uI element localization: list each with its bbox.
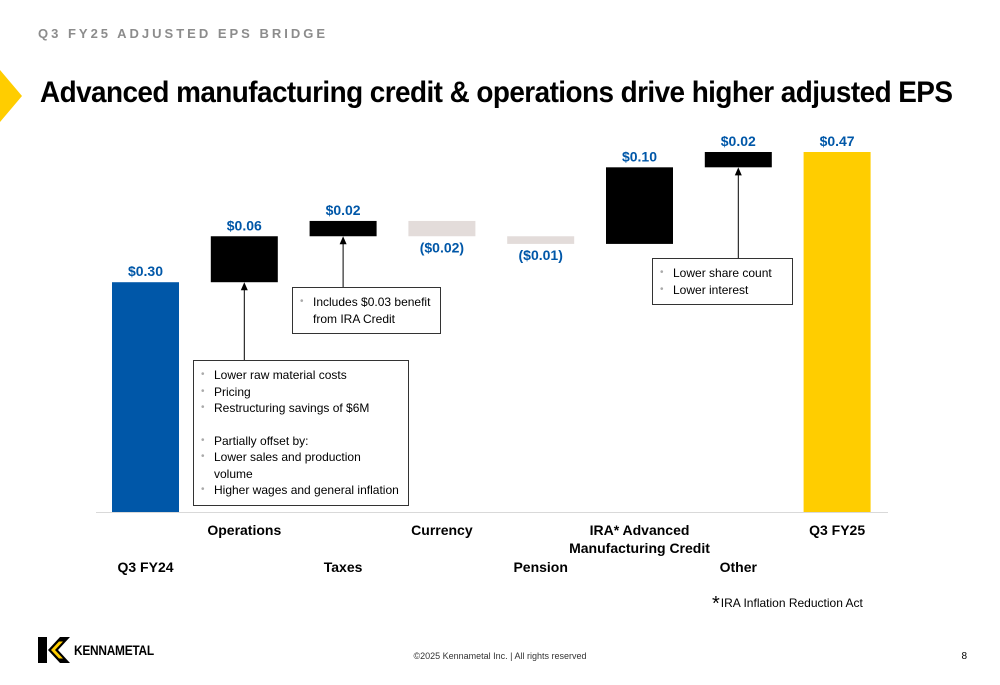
category-label-5: Pension [513, 559, 567, 575]
value-label-5: ($0.01) [519, 247, 563, 263]
category-label-2: Operations [207, 522, 281, 538]
callout-other: Lower share countLower interest [652, 258, 793, 305]
logo-wordmark: KENNAMETAL [74, 642, 154, 658]
category-label-8: Q3 FY25 [809, 522, 865, 538]
logo-mark-icon [38, 637, 70, 663]
section-kicker: Q3 FY25 ADJUSTED EPS BRIDGE [38, 26, 329, 41]
value-label-7: $0.02 [721, 133, 756, 149]
arrow-taxes-head [339, 236, 347, 245]
company-logo: KENNAMETAL [38, 637, 168, 663]
callout-taxes-list: Includes $0.03 benefit from IRA Credit [300, 294, 431, 327]
category-label-6-line-2: Manufacturing Credit [569, 540, 710, 556]
category-label-6-line-1: IRA* Advanced [590, 522, 690, 538]
bar-8 [803, 152, 871, 512]
value-label-1: $0.30 [128, 263, 163, 279]
callout-operations-list: Lower raw material costsPricingRestructu… [201, 367, 399, 499]
bar-1 [112, 282, 179, 512]
callout-operations-item [201, 417, 399, 433]
arrow-operations-head [240, 282, 248, 291]
bar-4 [408, 220, 476, 237]
callout-taxes: Includes $0.03 benefit from IRA Credit [292, 287, 441, 334]
page-number: 8 [961, 651, 967, 662]
bar-3 [309, 220, 377, 237]
callout-other-list: Lower share countLower interest [660, 265, 783, 298]
footnote: *IRA Inflation Reduction Act [712, 590, 863, 615]
page-title: Advanced manufacturing credit & operatio… [40, 76, 953, 109]
bar-5 [507, 236, 575, 244]
footnote-text: IRA Inflation Reduction Act [720, 596, 863, 610]
callout-operations-item: Lower raw material costs [201, 367, 399, 384]
footnote-star: * [712, 593, 720, 615]
bar-7 [704, 152, 772, 168]
callout-operations-item: Restructuring savings of $6M [201, 400, 399, 417]
value-label-3: $0.02 [326, 202, 361, 218]
value-label-2: $0.06 [227, 217, 262, 233]
accent-chevron [0, 70, 22, 122]
category-label-7: Other [720, 559, 758, 575]
category-label-1: Q3 FY24 [117, 559, 173, 575]
callout-operations-item: Higher wages and general inflation [201, 482, 399, 499]
value-label-8: $0.47 [820, 133, 855, 149]
copyright: ©2025 Kennametal Inc. | All rights reser… [413, 651, 587, 661]
callout-other-item: Lower share count [660, 265, 783, 282]
bar-2 [210, 236, 278, 283]
callout-operations: Lower raw material costsPricingRestructu… [193, 360, 409, 506]
eps-waterfall-chart: $0.30 Q3 FY24 $0.06 Operations $0.02 Taxes ($0… [96, 133, 888, 575]
callout-operations-item: Partially offset by: [201, 433, 399, 450]
bar-6 [606, 167, 673, 244]
callout-other-item: Lower interest [660, 282, 783, 299]
category-label-3: Taxes [324, 559, 363, 575]
arrow-other-head [734, 167, 742, 176]
category-label-4: Currency [411, 522, 473, 538]
value-label-4: ($0.02) [420, 239, 464, 255]
callout-operations-item: Lower sales and production volume [201, 449, 399, 482]
value-label-6: $0.10 [622, 148, 657, 164]
callout-taxes-item: Includes $0.03 benefit from IRA Credit [300, 294, 431, 327]
callout-operations-item: Pricing [201, 384, 399, 401]
